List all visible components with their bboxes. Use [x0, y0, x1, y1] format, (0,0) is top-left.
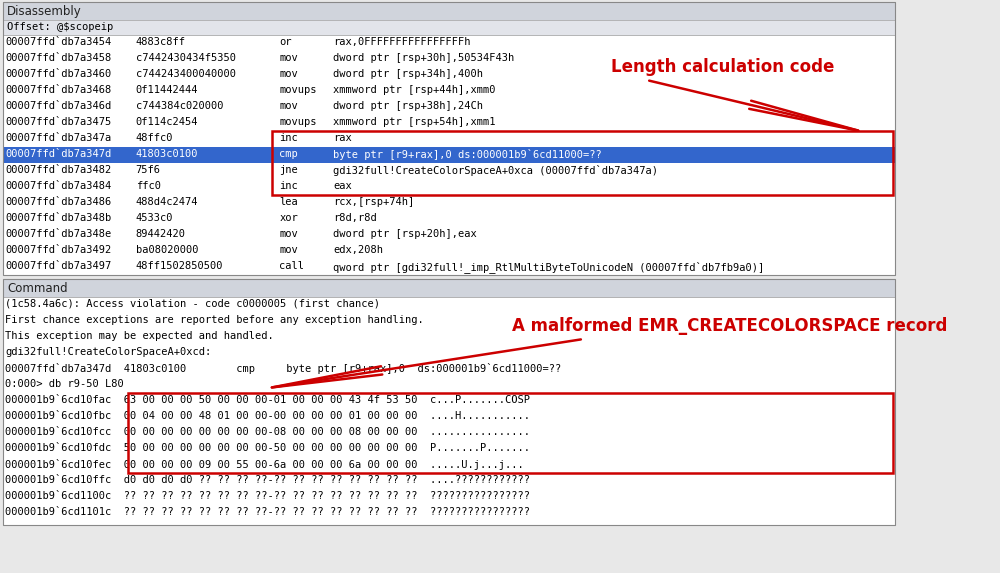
Text: byte ptr [r9+rax],0 ds:000001b9`6cd11000=??: byte ptr [r9+rax],0 ds:000001b9`6cd11000… — [333, 149, 602, 160]
Text: 000001b9`6cd10fcc  00 00 00 00 00 00 00 00-08 00 00 00 08 00 00 00  ............: 000001b9`6cd10fcc 00 00 00 00 00 00 00 0… — [5, 427, 530, 437]
Text: or: or — [279, 37, 292, 47]
Text: 4883c8ff: 4883c8ff — [136, 37, 186, 47]
Bar — [3, 297, 895, 525]
Text: rax: rax — [333, 133, 352, 143]
Text: 000001b9`6cd10ffc  d0 d0 d0 d0 ?? ?? ?? ??-?? ?? ?? ?? ?? ?? ?? ??  ....????????: 000001b9`6cd10ffc d0 d0 d0 d0 ?? ?? ?? ?… — [5, 475, 530, 485]
Text: 00007ffd`db7a3482: 00007ffd`db7a3482 — [5, 165, 112, 175]
Text: r8d,r8d: r8d,r8d — [333, 213, 377, 223]
Text: 00007ffd`db7a348e: 00007ffd`db7a348e — [5, 229, 112, 239]
Text: Command: Command — [7, 282, 68, 295]
Text: xmmword ptr [rsp+54h],xmm1: xmmword ptr [rsp+54h],xmm1 — [333, 117, 496, 127]
Text: mov: mov — [279, 69, 298, 79]
Text: 00007ffd`db7a3460: 00007ffd`db7a3460 — [5, 69, 112, 79]
Text: 000001b9`6cd1100c  ?? ?? ?? ?? ?? ?? ?? ??-?? ?? ?? ?? ?? ?? ?? ??  ????????????: 000001b9`6cd1100c ?? ?? ?? ?? ?? ?? ?? ?… — [5, 491, 530, 501]
Text: eax: eax — [333, 181, 352, 191]
Bar — [3, 20, 895, 35]
Text: mov: mov — [279, 229, 298, 239]
Text: inc: inc — [279, 133, 298, 143]
Text: 000001b9`6cd1101c  ?? ?? ?? ?? ?? ?? ?? ??-?? ?? ?? ?? ?? ?? ?? ??  ????????????: 000001b9`6cd1101c ?? ?? ?? ?? ?? ?? ?? ?… — [5, 507, 530, 517]
Text: 48ff1502850500: 48ff1502850500 — [136, 261, 223, 271]
Text: 00007ffd`db7a348b: 00007ffd`db7a348b — [5, 213, 112, 223]
Text: 000001b9`6cd10fac  63 00 00 00 50 00 00 00-01 00 00 00 43 4f 53 50  c...P.......: 000001b9`6cd10fac 63 00 00 00 50 00 00 0… — [5, 395, 530, 405]
Text: First chance exceptions are reported before any exception handling.: First chance exceptions are reported bef… — [5, 315, 424, 325]
Text: 000001b9`6cd10fbc  00 04 00 00 48 01 00 00-00 00 00 00 01 00 00 00  ....H.......: 000001b9`6cd10fbc 00 04 00 00 48 01 00 0… — [5, 411, 530, 421]
Text: 488d4c2474: 488d4c2474 — [136, 197, 198, 207]
Text: movups: movups — [279, 85, 317, 95]
Text: 00007ffd`db7a346d: 00007ffd`db7a346d — [5, 101, 112, 111]
Text: 00007ffd`db7a347a: 00007ffd`db7a347a — [5, 133, 112, 143]
Text: mov: mov — [279, 245, 298, 255]
Bar — [3, 147, 895, 163]
Text: 00007ffd`db7a347d  41803c0100        cmp     byte ptr [r9+rax],0  ds:000001b9`6c: 00007ffd`db7a347d 41803c0100 cmp byte pt… — [5, 363, 562, 374]
Bar — [3, 35, 895, 275]
Text: gdi32full!CreateColorSpaceA+0xca (00007ffd`db7a347a): gdi32full!CreateColorSpaceA+0xca (00007f… — [333, 165, 658, 176]
Text: 00007ffd`db7a3475: 00007ffd`db7a3475 — [5, 117, 112, 127]
Text: lea: lea — [279, 197, 298, 207]
Text: 0f11442444: 0f11442444 — [136, 85, 198, 95]
Text: (1c58.4a6c): Access violation - code c0000005 (first chance): (1c58.4a6c): Access violation - code c00… — [5, 299, 380, 309]
Text: c744384c020000: c744384c020000 — [136, 101, 223, 111]
Text: movups: movups — [279, 117, 317, 127]
Text: mov: mov — [279, 53, 298, 63]
Bar — [3, 279, 895, 525]
Text: A malformed EMR_CREATECOLORSPACE record: A malformed EMR_CREATECOLORSPACE record — [512, 317, 947, 335]
Text: jne: jne — [279, 165, 298, 175]
Text: 000001b9`6cd10fdc  50 00 00 00 00 00 00 00-50 00 00 00 00 00 00 00  P.......P...: 000001b9`6cd10fdc 50 00 00 00 00 00 00 0… — [5, 443, 530, 453]
Text: rcx,[rsp+74h]: rcx,[rsp+74h] — [333, 197, 414, 207]
Text: 00007ffd`db7a3486: 00007ffd`db7a3486 — [5, 197, 112, 207]
Text: edx,208h: edx,208h — [333, 245, 383, 255]
Text: 00007ffd`db7a3468: 00007ffd`db7a3468 — [5, 85, 112, 95]
Text: ba08020000: ba08020000 — [136, 245, 198, 255]
Text: 00007ffd`db7a3454: 00007ffd`db7a3454 — [5, 37, 112, 47]
Text: rax,0FFFFFFFFFFFFFFFFh: rax,0FFFFFFFFFFFFFFFFh — [333, 37, 471, 47]
Text: 00007ffd`db7a347d: 00007ffd`db7a347d — [5, 149, 112, 159]
Bar — [3, 279, 895, 297]
Text: 0f114c2454: 0f114c2454 — [136, 117, 198, 127]
Text: 89442420: 89442420 — [136, 229, 186, 239]
Text: Length calculation code: Length calculation code — [611, 58, 834, 76]
Bar — [128, 393, 893, 473]
Bar — [272, 131, 893, 195]
Text: dword ptr [rsp+30h],50534F43h: dword ptr [rsp+30h],50534F43h — [333, 53, 514, 63]
Text: dword ptr [rsp+38h],24Ch: dword ptr [rsp+38h],24Ch — [333, 101, 483, 111]
Text: call: call — [279, 261, 304, 271]
Text: dword ptr [rsp+34h],400h: dword ptr [rsp+34h],400h — [333, 69, 483, 79]
Text: c7442430434f5350: c7442430434f5350 — [136, 53, 236, 63]
Text: qword ptr [gdi32full!_imp_RtlMultiByteToUnicodeN (00007ffd`db7fb9a0)]: qword ptr [gdi32full!_imp_RtlMultiByteTo… — [333, 261, 764, 273]
Bar — [3, 2, 895, 275]
Text: inc: inc — [279, 181, 298, 191]
Text: mov: mov — [279, 101, 298, 111]
Text: 000001b9`6cd10fec  00 00 00 00 09 00 55 00-6a 00 00 00 6a 00 00 00  .....U.j...j: 000001b9`6cd10fec 00 00 00 00 09 00 55 0… — [5, 459, 524, 470]
Text: xor: xor — [279, 213, 298, 223]
Text: 0:000> db r9-50 L80: 0:000> db r9-50 L80 — [5, 379, 124, 389]
Text: c744243400040000: c744243400040000 — [136, 69, 236, 79]
Text: Offset: @$scopeip: Offset: @$scopeip — [7, 22, 113, 32]
Text: Disassembly: Disassembly — [7, 5, 82, 18]
Text: xmmword ptr [rsp+44h],xmm0: xmmword ptr [rsp+44h],xmm0 — [333, 85, 496, 95]
Text: 48ffc0: 48ffc0 — [136, 133, 173, 143]
Text: 00007ffd`db7a3497: 00007ffd`db7a3497 — [5, 261, 112, 271]
Text: 00007ffd`db7a3484: 00007ffd`db7a3484 — [5, 181, 112, 191]
Text: 41803c0100: 41803c0100 — [136, 149, 198, 159]
Text: 00007ffd`db7a3458: 00007ffd`db7a3458 — [5, 53, 112, 63]
Text: dword ptr [rsp+20h],eax: dword ptr [rsp+20h],eax — [333, 229, 477, 239]
Text: ffc0: ffc0 — [136, 181, 161, 191]
Text: 75f6: 75f6 — [136, 165, 161, 175]
Text: gdi32full!CreateColorSpaceA+0xcd:: gdi32full!CreateColorSpaceA+0xcd: — [5, 347, 212, 357]
Text: This exception may be expected and handled.: This exception may be expected and handl… — [5, 331, 274, 341]
Text: 00007ffd`db7a3492: 00007ffd`db7a3492 — [5, 245, 112, 255]
Bar — [3, 2, 895, 20]
Text: cmp: cmp — [279, 149, 298, 159]
Text: 4533c0: 4533c0 — [136, 213, 173, 223]
